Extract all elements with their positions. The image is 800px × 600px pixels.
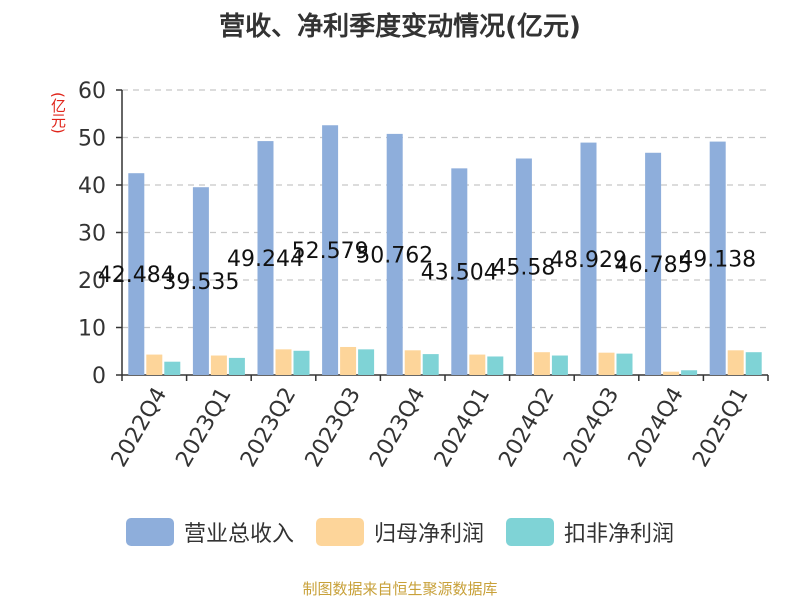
legend-label-net-profit: 归母净利润 (373, 522, 484, 547)
legend: 营业总收入 归母净利润 扣非净利润 (0, 516, 800, 548)
y-tick-label: 60 (78, 79, 106, 104)
y-axis-unit: (亿元) (49, 92, 67, 134)
data-label-revenue: 46.785 (615, 253, 692, 278)
data-label-revenue: 45.58 (492, 256, 555, 281)
legend-item-revenue[interactable]: 营业总收入 (125, 516, 294, 548)
legend-item-net-profit[interactable]: 归母净利润 (315, 516, 484, 548)
data-label-revenue: 39.535 (162, 270, 239, 295)
y-tick-label: 20 (78, 269, 106, 294)
data-label-revenue: 48.929 (550, 248, 627, 273)
legend-swatch-revenue (125, 518, 174, 546)
x-tick-label: 2023Q3 (301, 383, 366, 471)
bar-revenue[interactable] (386, 133, 403, 375)
bar-net-profit[interactable] (598, 352, 615, 375)
y-tick-label: 50 (78, 127, 106, 152)
legend-item-deducted-net-profit[interactable]: 扣非净利润 (506, 516, 674, 548)
x-tick-label: 2024Q2 (494, 383, 559, 471)
data-label-revenue: 50.762 (356, 243, 433, 268)
data-label-revenue: 52.579 (292, 239, 369, 264)
bar-deducted-net-profit[interactable] (681, 370, 698, 375)
bar-deducted-net-profit[interactable] (745, 352, 762, 375)
bar-deducted-net-profit[interactable] (422, 354, 439, 375)
bar-deducted-net-profit[interactable] (487, 356, 504, 375)
bar-net-profit[interactable] (727, 350, 744, 375)
x-tick-label: 2023Q4 (365, 383, 430, 471)
y-tick-label: 30 (78, 222, 106, 247)
bar-deducted-net-profit[interactable] (164, 361, 181, 375)
chart-title: 营收、净利季度变动情况(亿元) (219, 12, 581, 42)
bar-net-profit[interactable] (469, 354, 486, 375)
bar-deducted-net-profit[interactable] (228, 357, 245, 375)
data-label-revenue: 42.484 (98, 263, 175, 288)
legend-swatch-deducted-net-profit (506, 518, 554, 546)
x-tick-label: 2023Q1 (171, 383, 236, 471)
bar-revenue[interactable] (645, 152, 662, 375)
x-tick-label: 2023Q2 (236, 383, 301, 471)
x-tick-label: 2025Q1 (688, 383, 753, 471)
bar-net-profit[interactable] (663, 371, 680, 375)
bar-revenue[interactable] (128, 173, 145, 375)
bar-net-profit[interactable] (275, 349, 292, 375)
bar-deducted-net-profit[interactable] (616, 353, 633, 375)
bar-revenue[interactable] (257, 141, 274, 375)
bar-net-profit[interactable] (404, 350, 421, 375)
x-tick-label: 2024Q1 (430, 383, 495, 471)
data-label-revenue: 49.244 (227, 247, 304, 272)
bar-deducted-net-profit[interactable] (293, 350, 310, 375)
bar-revenue[interactable] (451, 168, 468, 375)
legend-swatch-net-profit (315, 518, 364, 546)
y-tick-label: 0 (92, 364, 106, 389)
bar-revenue[interactable] (192, 187, 209, 375)
data-source-note: 制图数据来自恒生聚源数据库 (302, 580, 498, 598)
x-tick-label: 2024Q3 (559, 383, 624, 471)
x-tick-label: 2022Q4 (107, 383, 172, 471)
bar-net-profit[interactable] (146, 354, 163, 375)
bar-net-profit[interactable] (340, 346, 357, 375)
x-tick-label: 2024Q4 (624, 383, 689, 471)
bar-net-profit[interactable] (533, 352, 550, 375)
y-tick-label: 10 (78, 317, 106, 342)
bar-deducted-net-profit[interactable] (358, 349, 375, 375)
bar-deducted-net-profit[interactable] (551, 355, 568, 375)
legend-label-revenue: 营业总收入 (183, 522, 294, 547)
y-tick-label: 40 (78, 174, 106, 199)
legend-label-deducted-net-profit: 扣非净利润 (564, 522, 675, 547)
bar-net-profit[interactable] (210, 355, 227, 375)
data-label-revenue: 49.138 (679, 247, 756, 272)
bar-revenue[interactable] (709, 141, 726, 375)
bar-revenue[interactable] (515, 158, 532, 375)
bar-revenue[interactable] (580, 142, 597, 375)
bar-revenue[interactable] (322, 125, 339, 375)
data-label-revenue: 43.504 (421, 261, 498, 286)
